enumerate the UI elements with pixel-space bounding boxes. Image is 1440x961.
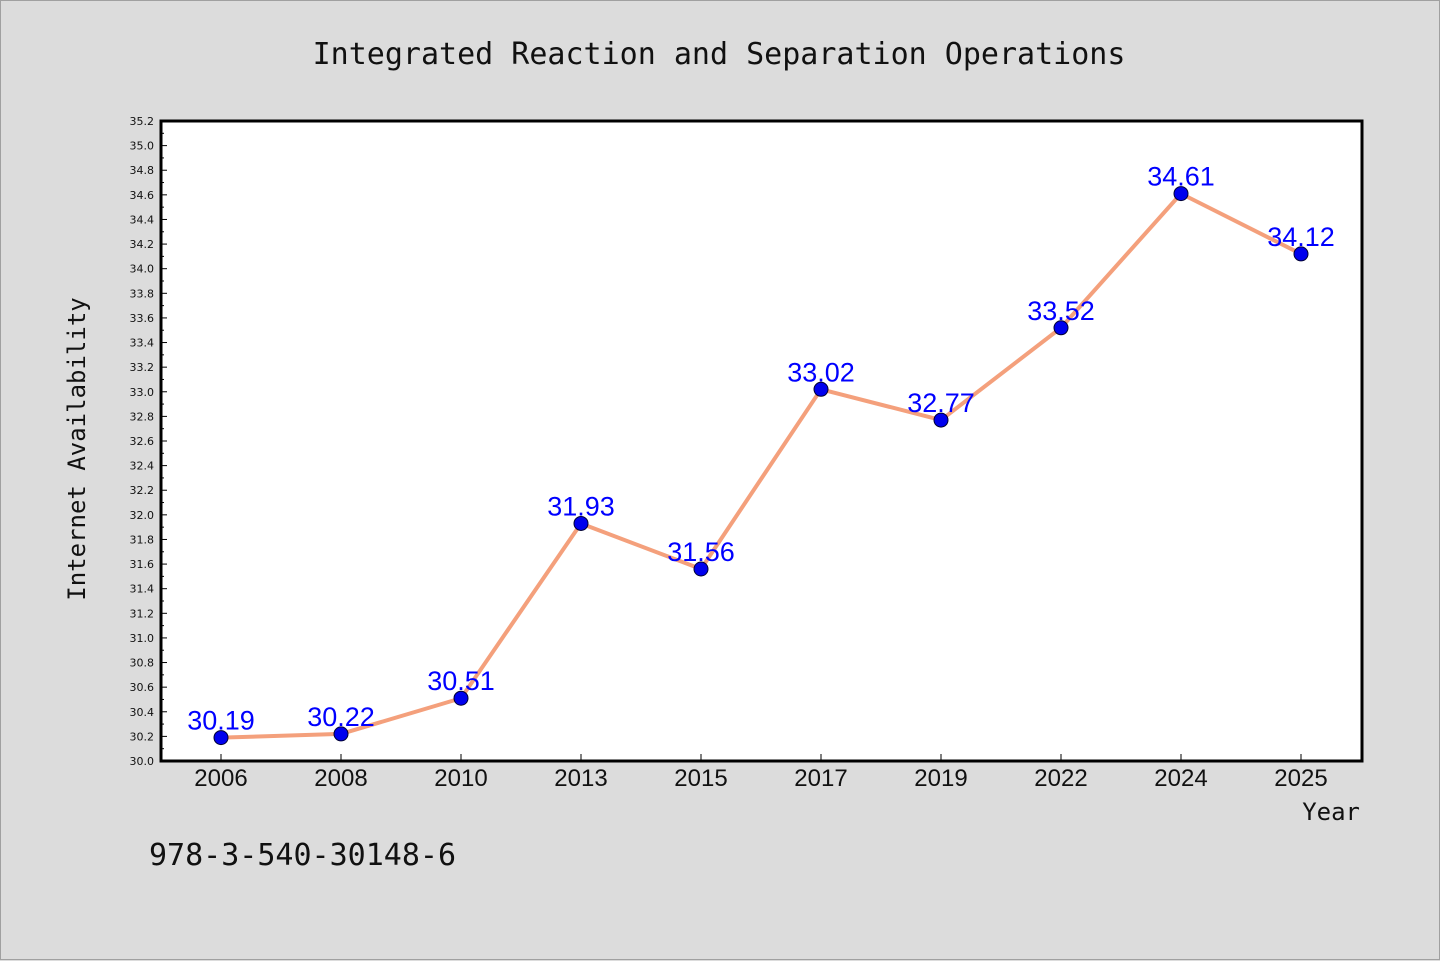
x-tick-label: 2010 [434, 765, 487, 792]
data-point-marker [693, 561, 709, 577]
data-point-marker [453, 690, 469, 706]
y-tick-label: 33.2 [130, 361, 155, 374]
series-line [220, 191, 1302, 740]
y-tick-label: 30.0 [130, 755, 155, 768]
data-point-label: 32.77 [907, 388, 975, 418]
y-tick-label: 31.6 [130, 558, 155, 571]
data-point-marker [1293, 246, 1309, 262]
data-point-marker [573, 515, 589, 531]
data-point-label: 33.52 [1027, 296, 1095, 326]
y-tick-label: 33.6 [130, 312, 155, 325]
y-tick-label: 34.2 [130, 238, 155, 251]
y-tick-label: 30.6 [130, 681, 155, 694]
y-tick-label: 34.8 [130, 164, 155, 177]
data-point-marker [933, 412, 949, 428]
x-tick-label: 2013 [554, 765, 607, 792]
data-labels-group: 30.19 30.22 30.51 31.93 31.56 33.02 32.77 33.52… [187, 162, 1335, 736]
y-tick-label: 33.4 [130, 337, 155, 350]
y-tick-label: 30.8 [130, 657, 155, 670]
data-point-label: 33.02 [787, 357, 855, 387]
data-point-marker [1173, 186, 1189, 202]
data-point-label: 34.12 [1267, 222, 1335, 252]
data-point-label: 34.61 [1147, 162, 1215, 192]
y-tick-label: 31.4 [130, 583, 155, 596]
y-tick-label: 34.4 [130, 213, 155, 226]
data-point-label: 31.93 [547, 491, 615, 521]
y-tick-label: 34.0 [130, 263, 155, 276]
y-tick-label: 33.8 [130, 287, 155, 300]
y-tick-label: 34.6 [130, 189, 155, 202]
y-tick-label: 32.4 [130, 460, 155, 473]
plot-area [159, 119, 1364, 763]
y-tick-label: 35.0 [130, 140, 155, 153]
y-tick-label: 32.8 [130, 410, 155, 423]
y-axis: 30.0 30.2 30.4 30.6 30.8 31.0 31.2 31.4 31.6 31.8… [130, 115, 167, 768]
x-tick-label: 2022 [1034, 765, 1087, 792]
y-axis-label: Internet Availability [63, 297, 91, 600]
data-point-marker [213, 730, 229, 746]
y-tick-label: 31.8 [130, 533, 155, 546]
y-tick-label: 30.4 [130, 706, 155, 719]
data-point-label: 30.22 [307, 702, 375, 732]
y-tick-label: 35.2 [130, 115, 155, 128]
y-tick-label: 32.2 [130, 484, 155, 497]
x-axis: 2006 2008 2010 2013 2015 2017 2019 2022 2024 2025 [194, 754, 1328, 792]
x-tick-label: 2006 [194, 765, 247, 792]
x-tick-label: 2024 [1154, 765, 1207, 792]
y-tick-label: 30.2 [130, 730, 155, 743]
y-tick-label: 32.6 [130, 435, 155, 448]
x-tick-label: 2017 [794, 765, 847, 792]
x-tick-label: 2015 [674, 765, 727, 792]
data-point-label: 31.56 [667, 537, 735, 567]
x-tick-label: 2008 [314, 765, 367, 792]
chart-title: Integrated Reaction and Separation Opera… [313, 37, 1126, 72]
footer-identifier: 978-3-540-30148-6 [149, 838, 456, 873]
y-tick-label: 33.0 [130, 386, 155, 399]
y-tick-label: 31.2 [130, 607, 155, 620]
data-point-label: 30.19 [187, 706, 255, 736]
y-tick-label: 31.0 [130, 632, 155, 645]
x-axis-label: Year [1302, 798, 1360, 826]
x-tick-label: 2025 [1274, 765, 1327, 792]
y-tick-label: 32.0 [130, 509, 155, 522]
series-line-group [213, 186, 1309, 746]
data-point-label: 30.51 [427, 666, 495, 696]
x-tick-label: 2019 [914, 765, 967, 792]
data-point-marker [1053, 320, 1069, 336]
data-point-marker [813, 381, 829, 397]
data-point-marker [333, 726, 349, 742]
